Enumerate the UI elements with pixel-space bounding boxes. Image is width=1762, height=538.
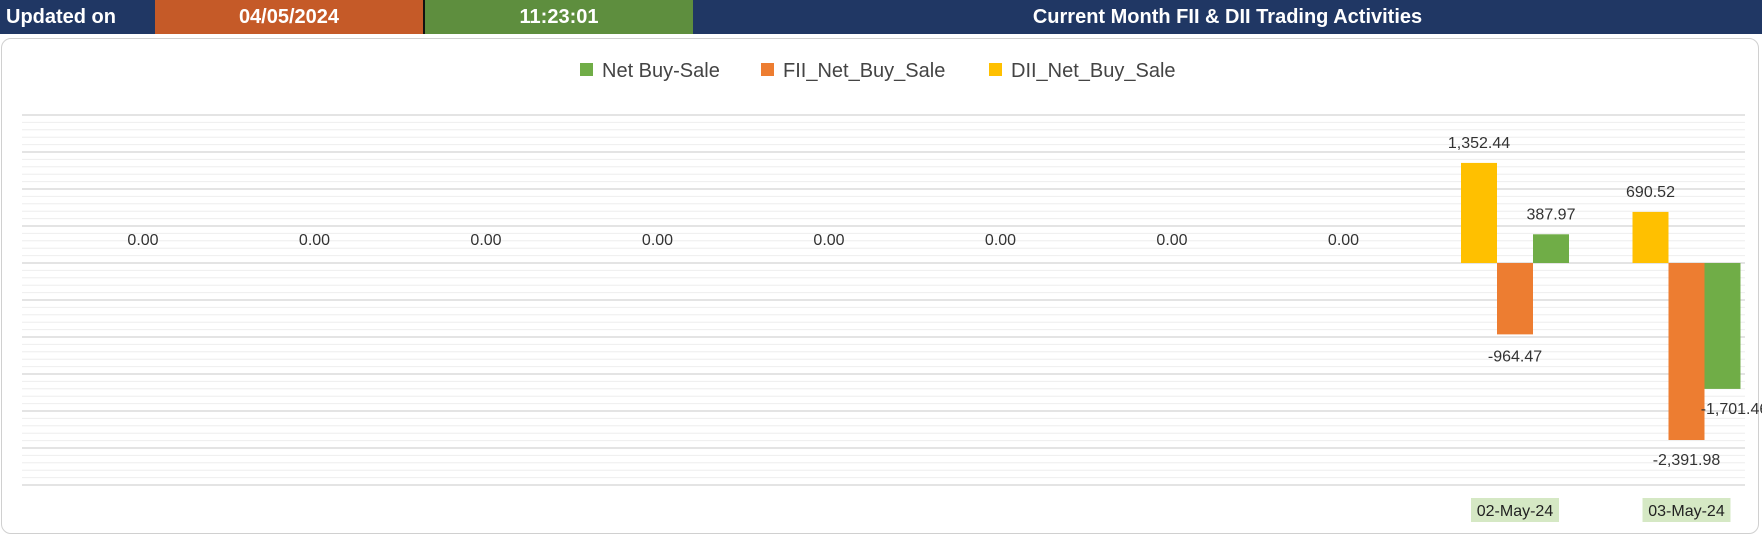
bar-fii-net-buy-sale (1497, 263, 1533, 335)
data-label: 0.00 (813, 232, 844, 249)
bar-net-buy-sale (1704, 263, 1741, 389)
data-label: 0.00 (985, 232, 1016, 249)
legend-swatch-1 (761, 63, 774, 76)
data-label: 0.00 (1156, 232, 1187, 249)
legend-swatch-0 (580, 63, 593, 76)
data-label: 690.52 (1626, 184, 1675, 201)
data-label: 0.00 (127, 232, 158, 249)
bar-dii-net-buy-sale (1632, 211, 1669, 263)
data-label: 1,352.44 (1448, 135, 1510, 152)
category-label: 02-May-24 (1477, 503, 1554, 520)
page-title: Current Month FII & DII Trading Activiti… (693, 0, 1762, 34)
bar-net-buy-sale (1533, 234, 1569, 263)
category-highlight (1642, 498, 1731, 522)
category-highlight (1471, 498, 1559, 522)
data-label: 0.00 (1328, 232, 1359, 249)
update-time: 11:23:01 (425, 0, 693, 34)
legend-label-0: Net Buy-Sale (602, 60, 720, 82)
legend-label-1: FII_Net_Buy_Sale (783, 60, 945, 82)
data-label: -964.47 (1488, 348, 1542, 365)
data-label: 0.00 (299, 232, 330, 249)
category-label: 03-May-24 (1648, 503, 1725, 520)
header-bar: Updated on 04/05/2024 11:23:01 Current M… (0, 0, 1762, 34)
update-date: 04/05/2024 (155, 0, 425, 34)
data-label: 0.00 (470, 232, 501, 249)
chart-frame (1, 38, 1759, 534)
data-label: -2,391.98 (1653, 452, 1721, 469)
data-label: 0.00 (642, 232, 673, 249)
legend-swatch-2 (989, 63, 1002, 76)
bar-fii-net-buy-sale (1668, 263, 1705, 441)
updated-on-label: Updated on (0, 0, 155, 34)
data-label: -1,701.46 (1701, 401, 1762, 418)
data-label: 387.97 (1527, 206, 1576, 223)
bar-dii-net-buy-sale (1461, 162, 1497, 263)
legend-label-2: DII_Net_Buy_Sale (1011, 60, 1176, 82)
